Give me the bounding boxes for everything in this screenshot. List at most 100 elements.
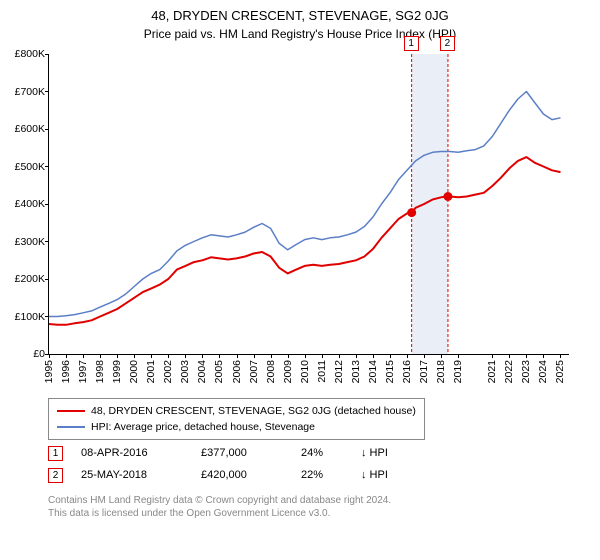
x-tick: [305, 354, 306, 358]
legend-swatch: [57, 410, 85, 412]
event-direction: ↓ HPI: [361, 447, 388, 459]
x-tick-label: 2021: [486, 360, 498, 383]
event-price: £377,000: [201, 447, 301, 459]
legend-swatch: [57, 426, 85, 428]
x-tick-label: 2014: [367, 360, 379, 383]
x-tick: [509, 354, 510, 358]
x-tick: [339, 354, 340, 358]
y-tick-label: £600K: [0, 123, 45, 135]
x-tick: [254, 354, 255, 358]
x-tick: [288, 354, 289, 358]
x-tick: [49, 354, 50, 358]
x-tick-label: 2019: [452, 360, 464, 383]
x-tick-label: 2009: [282, 360, 294, 383]
x-tick-label: 2010: [299, 360, 311, 383]
x-tick-label: 2003: [179, 360, 191, 383]
x-tick: [492, 354, 493, 358]
event-date: 25-MAY-2018: [81, 469, 201, 481]
x-tick: [117, 354, 118, 358]
x-tick: [390, 354, 391, 358]
x-tick: [271, 354, 272, 358]
event-pct: 24%: [301, 447, 361, 459]
event-marker-box: 2: [48, 468, 63, 483]
x-tick-label: 1997: [77, 360, 89, 383]
y-tick-label: £200K: [0, 273, 45, 285]
y-tick: [45, 91, 49, 92]
x-tick-label: 2007: [248, 360, 260, 383]
x-tick-label: 2008: [265, 360, 277, 383]
x-tick-label: 1996: [60, 360, 72, 383]
x-tick-label: 2015: [384, 360, 396, 383]
legend-row: 48, DRYDEN CRESCENT, STEVENAGE, SG2 0JG …: [57, 403, 416, 419]
y-tick-label: £0: [0, 348, 45, 360]
event-price: £420,000: [201, 469, 301, 481]
y-tick: [45, 54, 49, 55]
y-tick-label: £800K: [0, 48, 45, 60]
y-tick-label: £400K: [0, 198, 45, 210]
x-tick: [219, 354, 220, 358]
legend-label: HPI: Average price, detached house, Stev…: [91, 419, 315, 435]
y-tick-label: £500K: [0, 161, 45, 173]
x-tick-label: 2005: [213, 360, 225, 383]
x-tick: [543, 354, 544, 358]
x-tick-label: 2012: [333, 360, 345, 383]
x-tick: [168, 354, 169, 358]
event-pct: 22%: [301, 469, 361, 481]
chart-event-marker: 1: [404, 36, 419, 51]
page-subtitle: Price paid vs. HM Land Registry's House …: [0, 23, 600, 47]
x-tick-label: 2018: [435, 360, 447, 383]
x-tick: [441, 354, 442, 358]
x-tick: [151, 354, 152, 358]
event-direction: ↓ HPI: [361, 469, 388, 481]
x-tick: [100, 354, 101, 358]
y-tick-label: £700K: [0, 86, 45, 98]
x-tick-label: 2016: [401, 360, 413, 383]
legend-row: HPI: Average price, detached house, Stev…: [57, 419, 416, 435]
event-row: 1 08-APR-2016£377,00024%↓ HPI: [48, 442, 388, 464]
attribution-text: Contains HM Land Registry data © Crown c…: [48, 494, 391, 520]
y-tick: [45, 316, 49, 317]
x-tick: [560, 354, 561, 358]
chart-plot-area: £0£100K£200K£300K£400K£500K£600K£700K£80…: [48, 54, 569, 355]
x-tick-label: 2025: [554, 360, 566, 383]
y-tick-label: £300K: [0, 236, 45, 248]
event-date: 08-APR-2016: [81, 447, 201, 459]
x-tick: [83, 354, 84, 358]
chart-event-marker: 2: [440, 36, 455, 51]
x-tick-label: 2001: [145, 360, 157, 383]
y-tick: [45, 129, 49, 130]
y-tick: [45, 204, 49, 205]
y-tick-label: £100K: [0, 311, 45, 323]
x-tick: [373, 354, 374, 358]
y-tick: [45, 279, 49, 280]
x-tick: [356, 354, 357, 358]
legend-box: 48, DRYDEN CRESCENT, STEVENAGE, SG2 0JG …: [48, 398, 425, 440]
x-tick: [185, 354, 186, 358]
x-tick: [526, 354, 527, 358]
x-tick: [458, 354, 459, 358]
page-title: 48, DRYDEN CRESCENT, STEVENAGE, SG2 0JG: [0, 0, 600, 23]
legend-label: 48, DRYDEN CRESCENT, STEVENAGE, SG2 0JG …: [91, 403, 416, 419]
event-marker-box: 1: [48, 446, 63, 461]
x-tick: [322, 354, 323, 358]
event-table: 1 08-APR-2016£377,00024%↓ HPI 2 25-MAY-2018…: [48, 442, 388, 486]
x-tick-label: 1995: [43, 360, 55, 383]
x-tick: [202, 354, 203, 358]
x-tick: [407, 354, 408, 358]
x-tick: [66, 354, 67, 358]
x-tick-label: 2004: [196, 360, 208, 383]
x-tick-label: 2022: [503, 360, 515, 383]
attribution-line2: This data is licensed under the Open Gov…: [48, 507, 391, 520]
x-tick-label: 2011: [316, 360, 328, 383]
x-tick-label: 2013: [350, 360, 362, 383]
x-tick-label: 1999: [111, 360, 123, 383]
y-tick: [45, 241, 49, 242]
x-tick-label: 2017: [418, 360, 430, 383]
event-row: 2 25-MAY-2018£420,00022%↓ HPI: [48, 464, 388, 486]
chart-svg: [49, 54, 569, 354]
x-tick-label: 2024: [537, 360, 549, 383]
x-tick-label: 2006: [231, 360, 243, 383]
y-tick: [45, 166, 49, 167]
attribution-line1: Contains HM Land Registry data © Crown c…: [48, 494, 391, 507]
x-tick: [237, 354, 238, 358]
